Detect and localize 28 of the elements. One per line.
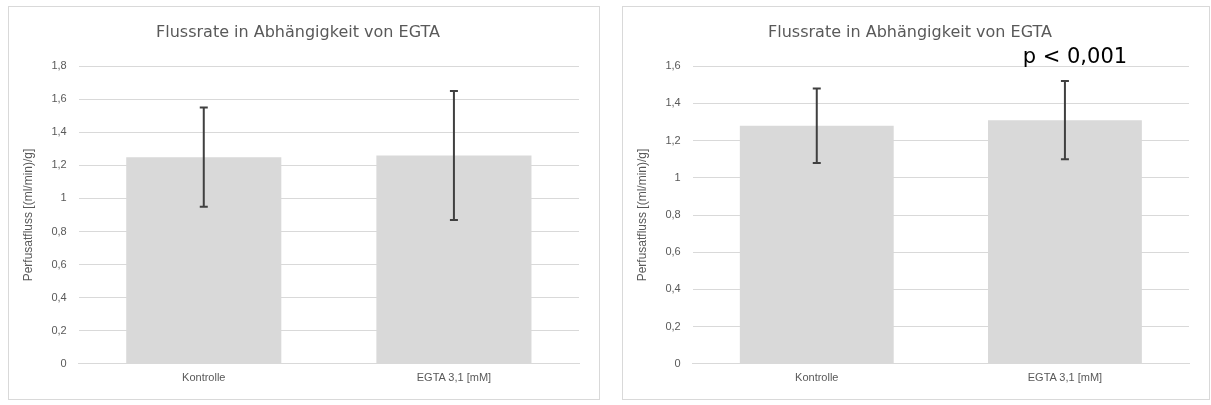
x-tick-label: EGTA 3,1 [mM] [1027,371,1103,384]
y-tick-label: 0,8 [665,208,681,221]
chart-title: Flussrate in Abhängigkeit von EGTA [768,21,1053,41]
y-tick-label: 0,2 [51,323,67,336]
y-tick-label: 0,6 [665,245,681,258]
y-tick-label: 0,6 [51,257,67,270]
y-tick-label: 0 [674,356,681,369]
y-tick-label: 1,6 [665,59,681,72]
y-tick-label: 1,4 [51,125,67,138]
y-tick-label: 0,2 [665,319,681,332]
y-tick-label: 1,8 [51,59,67,72]
x-tick-label: Kontrolle [182,371,226,384]
y-tick-label: 0,4 [51,290,67,303]
y-tick-label: 1,6 [51,92,67,105]
y-tick-label: 1 [674,170,681,183]
x-tick-label: EGTA 3,1 [mM] [416,371,492,384]
annotation: p < 0,001 [1022,44,1128,69]
y-tick-label: 1,4 [665,96,681,109]
y-tick-label: 1,2 [51,158,67,171]
chart-title: Flussrate in Abhängigkeit von EGTA [156,21,441,41]
y-axis-title: Perfusatfluss [(ml/min)/g] [20,148,35,282]
y-tick-label: 1 [60,191,67,204]
y-tick-label: 0,8 [51,224,67,237]
y-tick-label: 0,4 [665,282,681,295]
y-tick-label: 1,2 [665,133,681,146]
y-axis-title: Perfusatfluss [(ml/min)/g] [634,148,649,282]
x-tick-label: Kontrolle [795,371,839,384]
y-tick-label: 0 [60,356,67,369]
